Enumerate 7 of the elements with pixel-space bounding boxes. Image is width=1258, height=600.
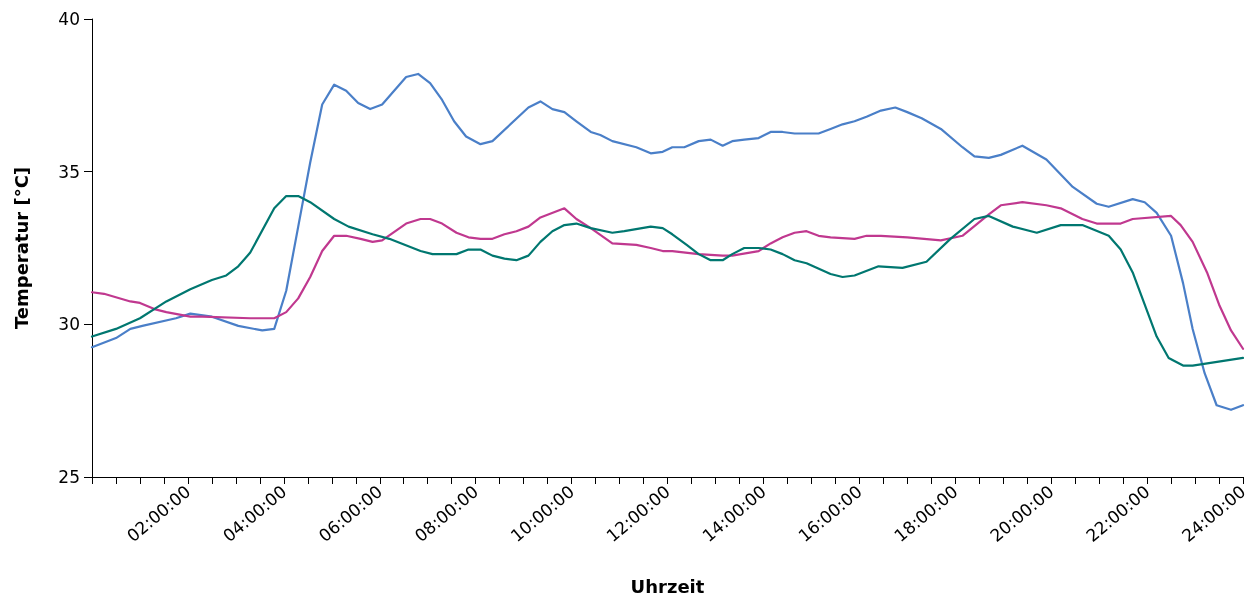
line-series [90,72,1245,411]
y-tick-label: 30 [58,314,80,335]
y-tick-label: 25 [58,467,80,487]
y-axis-title: Temperatur [°C] [10,166,32,330]
y-tick-label: 40 [58,9,80,29]
x-axis-title: Uhrzeit [630,575,705,597]
y-tick-label: 35 [58,161,80,182]
